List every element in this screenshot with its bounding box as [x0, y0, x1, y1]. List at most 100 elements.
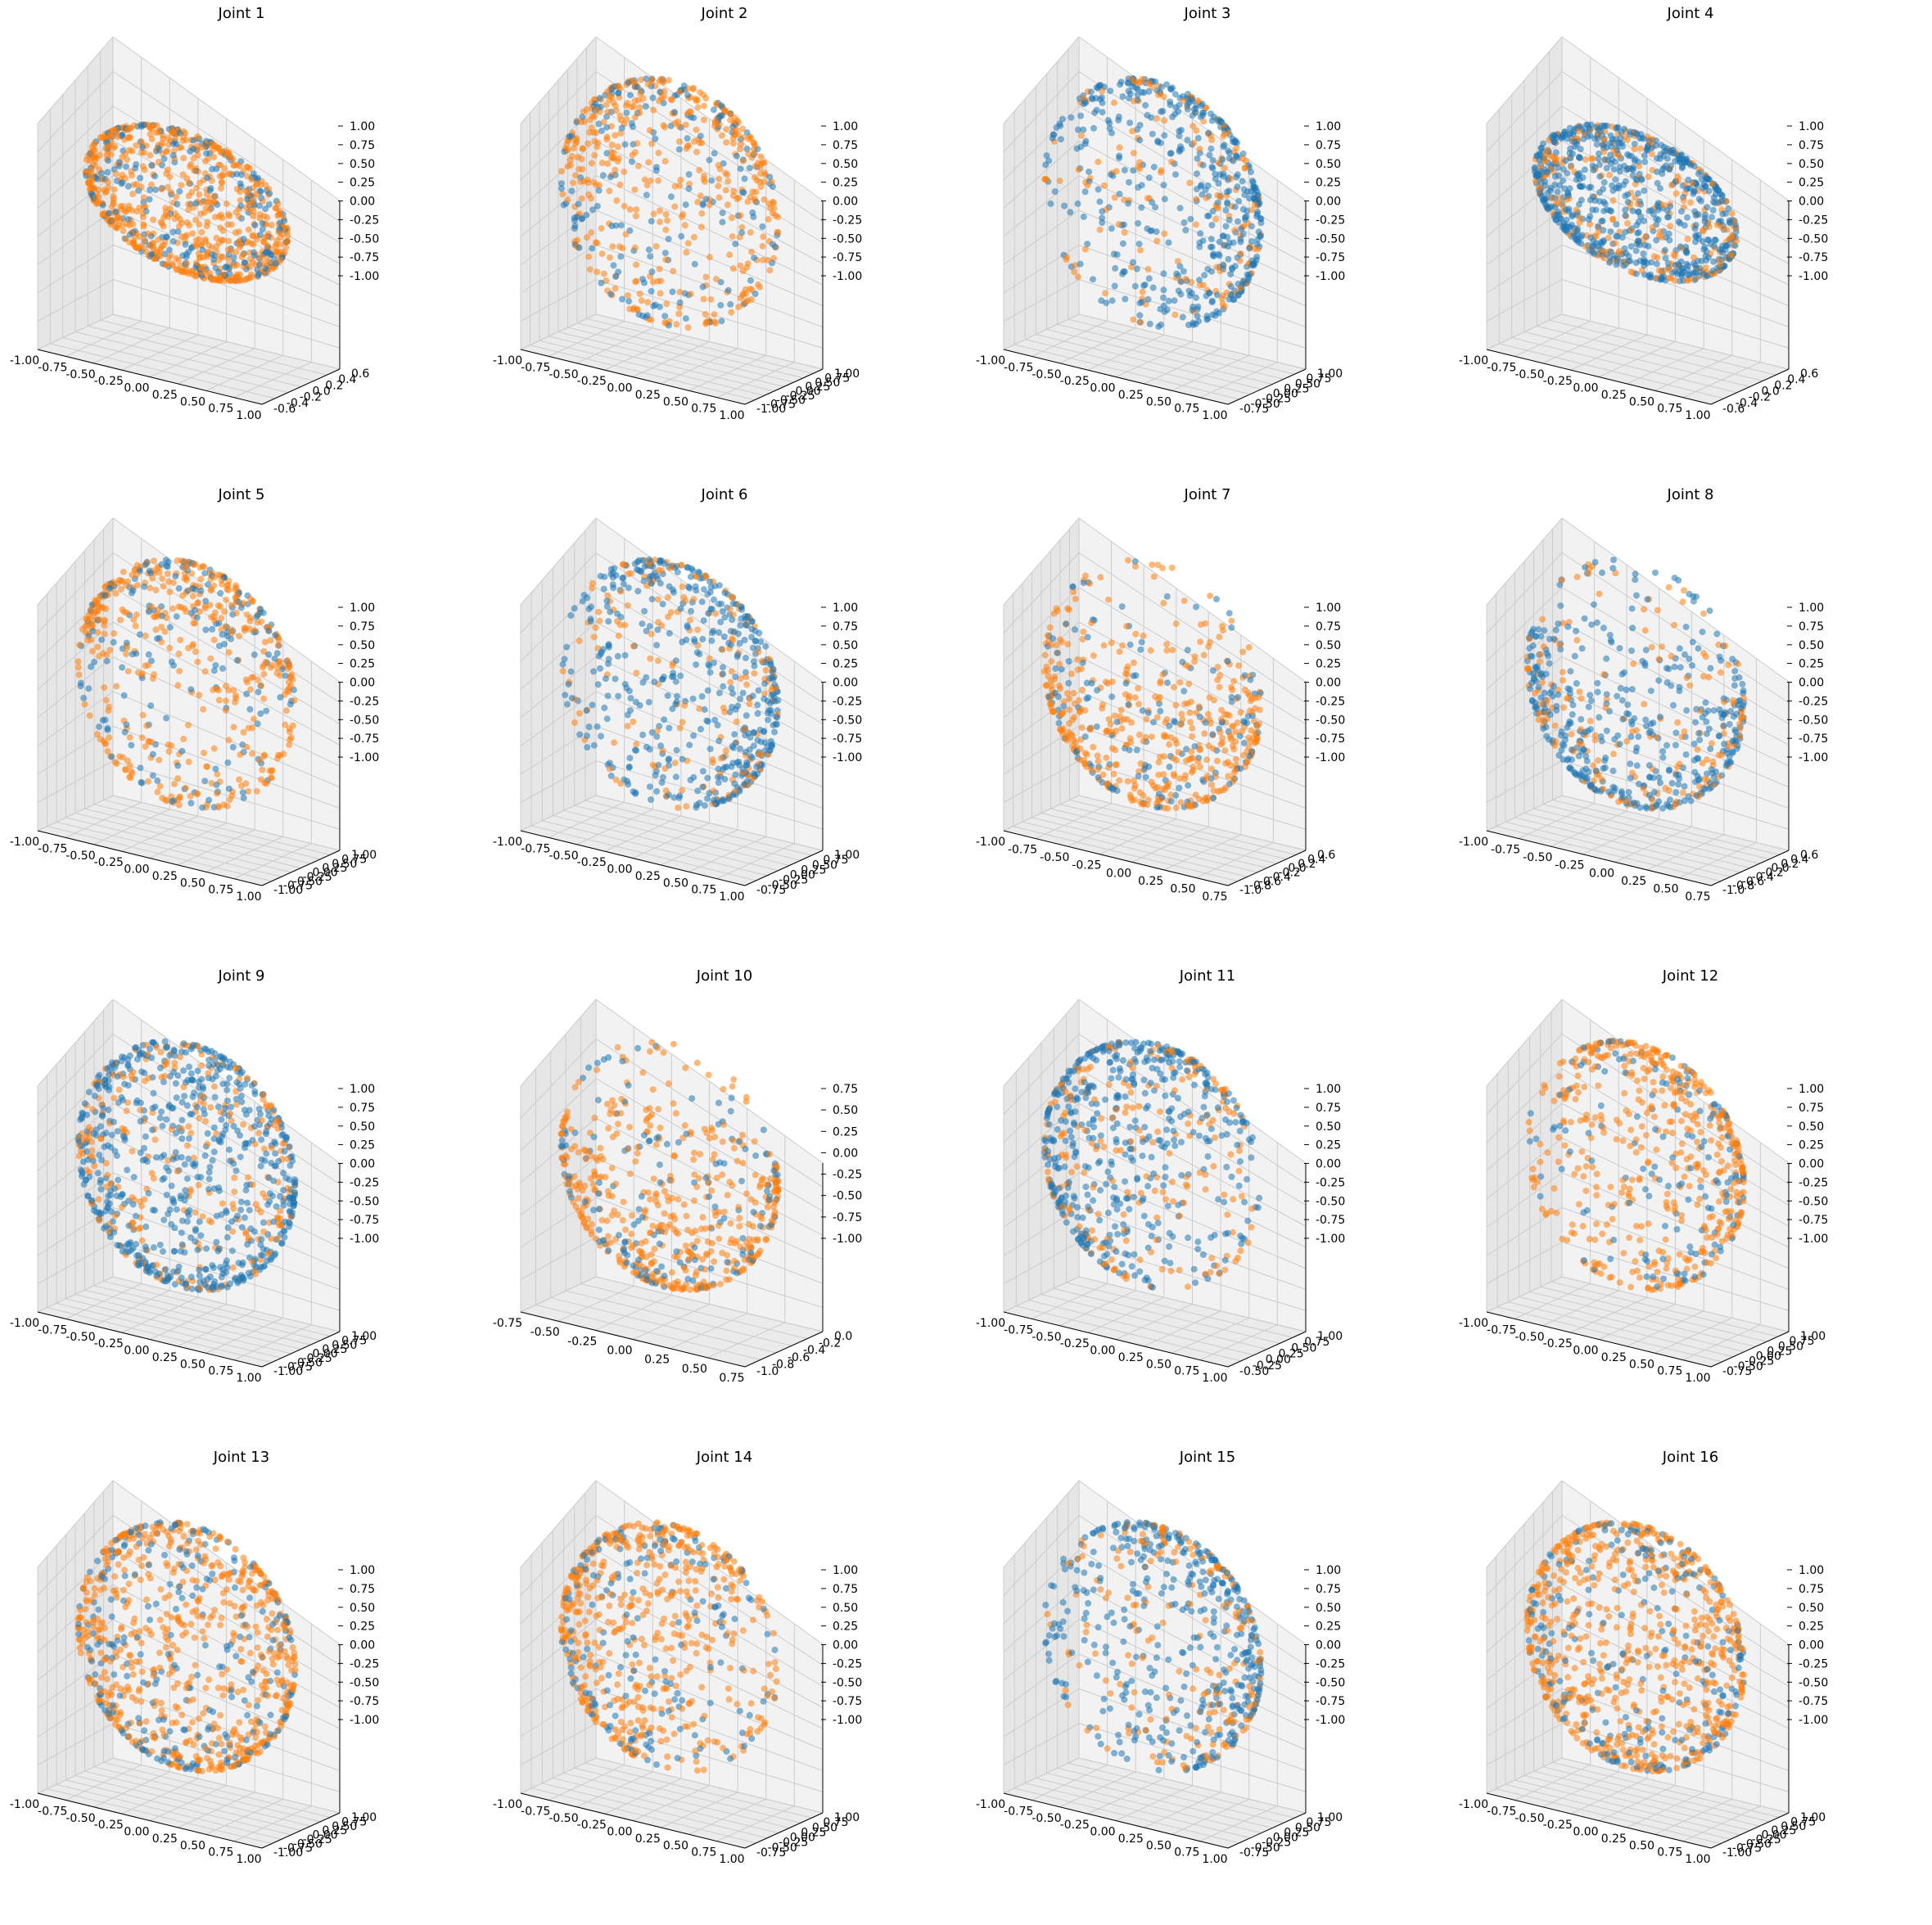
- gridline-z: [595, 70, 824, 223]
- scatter-point: [115, 222, 123, 229]
- scatter-point: [1610, 147, 1618, 154]
- subplot-title: Joint 6: [701, 486, 748, 503]
- x-tick-label: -0.50: [548, 368, 578, 381]
- y-tick-label: 0.00: [790, 869, 815, 882]
- scatter-point: [214, 770, 221, 778]
- scatter-point: [1167, 98, 1174, 106]
- scatter-point: [274, 200, 282, 207]
- scatter-point: [1710, 194, 1718, 201]
- scatter-point: [685, 584, 693, 590]
- z-tick-label: 0.75: [350, 620, 375, 633]
- scatter-point: [246, 706, 254, 713]
- scatter-point: [110, 127, 117, 134]
- scatter-point: [274, 660, 282, 666]
- scatter-point: [1059, 115, 1066, 123]
- scatter-point: [201, 209, 208, 216]
- scatter-point: [106, 647, 114, 654]
- z-tick-label: -0.25: [350, 214, 379, 227]
- scatter-point: [176, 187, 183, 195]
- scatter-point: [1115, 221, 1122, 228]
- scatter-point: [712, 320, 719, 327]
- scatter-point: [1600, 148, 1608, 156]
- scatter-point: [156, 756, 163, 764]
- scatter-point: [282, 244, 290, 251]
- scatter-point: [654, 727, 661, 734]
- scatter-point: [1239, 231, 1247, 237]
- scatter-point: [602, 675, 609, 683]
- scatter-point: [257, 682, 264, 689]
- scatter-point: [598, 127, 605, 134]
- scatter-point: [219, 271, 227, 278]
- scatter-point: [1647, 271, 1654, 278]
- scatter-point: [761, 196, 768, 203]
- x-axis-line: [37, 830, 263, 886]
- scatter-point: [1254, 246, 1262, 253]
- scatter-point: [1560, 177, 1567, 184]
- scatter-point: [1145, 275, 1153, 282]
- gridline-y: [1046, 328, 1273, 385]
- scatter-point: [1656, 228, 1663, 235]
- scatter-point: [265, 627, 273, 634]
- scatter-point: [128, 742, 135, 749]
- scatter-point: [1593, 141, 1600, 148]
- gridline-z: [1486, 244, 1563, 294]
- scatter-point: [207, 655, 214, 662]
- scatter-point: [213, 234, 220, 241]
- scatter-point: [648, 268, 656, 276]
- scatter-point: [268, 774, 275, 782]
- subplot-joint-7: Joint 7 -1.00 -0.75 -0.50 -0.25 0.00 0.25 0.50 0…: [966, 481, 1449, 962]
- gridline-z: [112, 279, 341, 349]
- scatter-point: [143, 722, 151, 729]
- scatter-point: [1631, 157, 1638, 165]
- scatter-point: [1635, 190, 1641, 197]
- scatter-point: [675, 794, 683, 801]
- scatter-point: [654, 657, 661, 665]
- scatter-point: [1702, 211, 1709, 219]
- scatter-point: [616, 181, 624, 188]
- scatter-point: [752, 291, 759, 297]
- scatter-point: [584, 234, 591, 241]
- scatter-point: [1130, 259, 1136, 266]
- gridline-y: [1050, 808, 1277, 864]
- scatter-point: [235, 239, 242, 246]
- scatter-point: [580, 145, 587, 152]
- y-tick-label: -0.25: [1262, 393, 1291, 406]
- scatter-point: [1206, 151, 1213, 159]
- scatter-point: [147, 187, 154, 193]
- scatter-point: [1161, 196, 1168, 203]
- gridline-z: [595, 279, 824, 349]
- scatter-point: [283, 707, 290, 715]
- scatter-point: [147, 702, 155, 710]
- scatter-point: [646, 127, 653, 134]
- scatter-point: [1609, 182, 1615, 189]
- scatter-point: [128, 768, 135, 775]
- scatter-point: [1171, 311, 1179, 318]
- scatter-point: [1614, 250, 1622, 257]
- gridline-z: [520, 795, 597, 832]
- scatter-point: [1600, 136, 1608, 143]
- scatter-point: [1192, 221, 1199, 228]
- scatter-point: [1589, 155, 1596, 162]
- scatter-point: [196, 221, 203, 228]
- scatter-point: [179, 252, 187, 259]
- scatter-point: [273, 650, 281, 657]
- scatter-point: [1642, 232, 1650, 240]
- scatter-point: [594, 202, 601, 210]
- gridline-y: [1059, 804, 1287, 860]
- scatter-point: [623, 684, 630, 692]
- x-tick-label: -0.25: [1060, 375, 1090, 388]
- scatter-point: [699, 783, 706, 791]
- scatter-point: [670, 794, 678, 801]
- scatter-point: [74, 664, 82, 671]
- scatter-point: [129, 220, 137, 228]
- scatter-point: [601, 573, 608, 580]
- scatter-point: [750, 214, 757, 220]
- scatter-point: [237, 751, 244, 759]
- scatter-point: [1124, 79, 1131, 86]
- scatter-point: [185, 201, 192, 208]
- scatter-point: [690, 732, 697, 739]
- scatter-point: [223, 586, 231, 593]
- scatter-point: [111, 186, 118, 193]
- scatter-point: [765, 200, 773, 207]
- scatter-point: [141, 237, 148, 244]
